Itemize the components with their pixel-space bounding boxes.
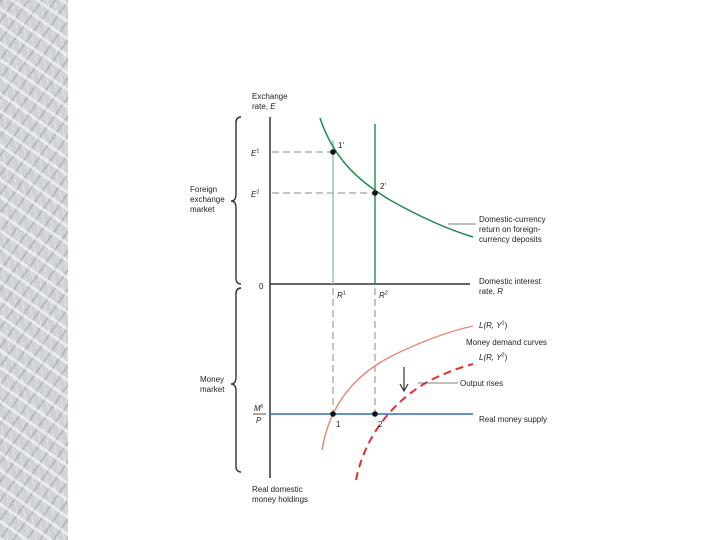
bottom-axis-label-line2: money holdings bbox=[252, 495, 308, 504]
point-2prime-label: 2' bbox=[380, 182, 386, 191]
y-axis-label-line1: Exchange bbox=[252, 92, 288, 101]
x-axis-label-line2: rate, R bbox=[479, 287, 503, 296]
fx-market-label-line2: exchange bbox=[190, 195, 225, 204]
foreign-return-label-line3: currency deposits bbox=[479, 235, 542, 244]
point-2-label: 2 bbox=[378, 420, 383, 429]
money-demand-y1-label: L(R, Y1) bbox=[479, 321, 508, 331]
output-rises-arrowhead bbox=[399, 383, 409, 393]
point-2 bbox=[372, 411, 378, 417]
real-money-supply-label: Real money supply bbox=[479, 415, 547, 424]
output-rises-label: Output rises bbox=[460, 379, 503, 388]
r1-tick-label: R1 bbox=[337, 291, 346, 301]
e1-tick-label: E1 bbox=[251, 149, 259, 159]
fx-market-label-line1: Foreign bbox=[190, 185, 217, 194]
e2-tick-label: E2 bbox=[251, 190, 259, 200]
money-demand-curve-y2 bbox=[355, 363, 474, 481]
bottom-axis-label-line1: Real domestic bbox=[252, 485, 303, 494]
foreign-return-curve bbox=[319, 117, 474, 238]
ms-numerator-label: Ms bbox=[254, 404, 264, 414]
origin-zero-label: 0 bbox=[259, 282, 264, 291]
r2-tick-label: R2 bbox=[379, 291, 388, 301]
money-demand-y2-label: L(R, Y2) bbox=[479, 353, 508, 363]
money-market-label-line1: Money bbox=[200, 375, 224, 384]
money-market-brace bbox=[230, 287, 242, 473]
money-demand-curve-y1 bbox=[321, 325, 474, 451]
foreign-return-label-line1: Domestic-currency bbox=[479, 215, 546, 224]
fx-market-brace bbox=[230, 116, 242, 285]
point-1prime-label: 1' bbox=[338, 141, 344, 150]
ms-denominator-label: P bbox=[256, 416, 262, 425]
money-market-label-line2: market bbox=[200, 385, 225, 394]
x-axis-label-line1: Domestic interest bbox=[479, 277, 542, 286]
marble-background bbox=[0, 0, 68, 540]
y-axis-label-line2: rate, E bbox=[252, 102, 276, 111]
foreign-return-label-line2: return on foreign- bbox=[479, 225, 541, 234]
point-1prime bbox=[330, 149, 336, 155]
money-demand-curves-label: Money demand curves bbox=[466, 338, 547, 347]
point-1-label: 1 bbox=[336, 420, 341, 429]
point-1 bbox=[330, 411, 336, 417]
fx-market-label-line3: market bbox=[190, 205, 215, 214]
point-2prime bbox=[372, 190, 378, 196]
